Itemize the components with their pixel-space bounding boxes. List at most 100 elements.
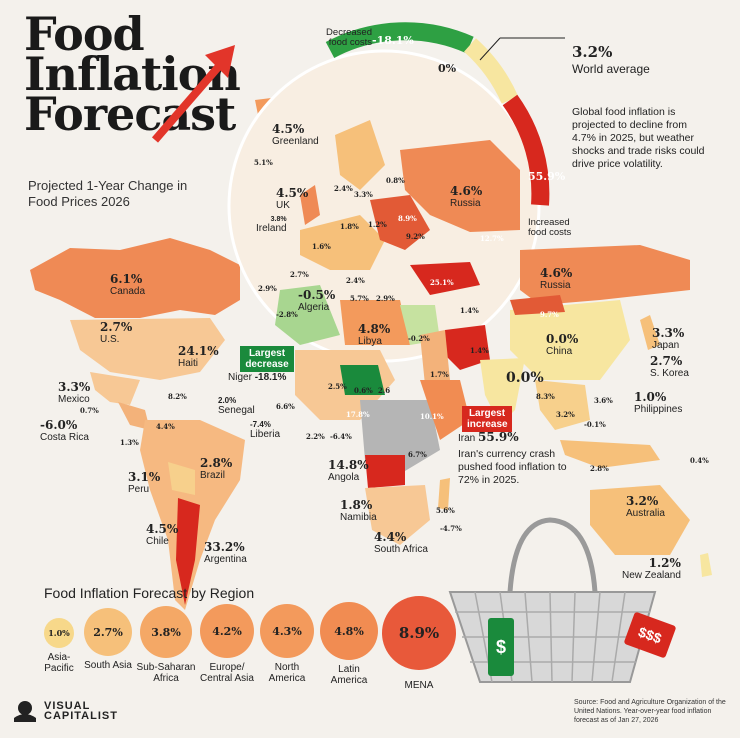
- country-label-mexico: 3.3% Mexico: [58, 380, 90, 405]
- country-value: 4.4%: [374, 530, 407, 544]
- country-value: 2.0%: [218, 396, 237, 405]
- mongolia-shape: [510, 295, 565, 315]
- small-value: 3.2%: [556, 410, 575, 419]
- small-value: 12.7%: [480, 234, 504, 243]
- country-value: 3.2%: [626, 494, 659, 508]
- small-value: -6.4%: [330, 432, 352, 441]
- small-value: 1.6%: [312, 242, 331, 251]
- country-value: -18.1%: [254, 372, 287, 383]
- country-label-s-korea: 2.7% S. Korea: [650, 354, 689, 379]
- country-name: Senegal: [218, 405, 255, 416]
- uk-shape: [300, 185, 320, 225]
- subtitle: Projected 1-Year Change in Food Prices 2…: [28, 178, 188, 209]
- country-value: 0.0%: [546, 332, 579, 346]
- country-label-china: 0.0% China: [546, 332, 578, 357]
- small-value: 2.8%: [590, 464, 609, 473]
- country-name: Ireland: [256, 223, 287, 234]
- region-label: Latin America: [330, 664, 368, 686]
- eastern-europe-shape: [370, 195, 430, 250]
- small-value: -0.2%: [408, 334, 430, 343]
- country-value: 3.1%: [128, 470, 161, 484]
- country-value: 55.9%: [478, 430, 519, 444]
- country-value: 6.1%: [110, 272, 143, 286]
- country-label-greenland: 4.5% Greenland: [272, 122, 319, 147]
- green-price-tag: $: [488, 618, 514, 676]
- country-name: Angola: [328, 472, 360, 483]
- gauge-arc-increase: [502, 94, 550, 206]
- mexico-shape: [90, 372, 140, 405]
- logo-line-1: VISUAL: [44, 700, 91, 712]
- small-value: 9.2%: [406, 232, 425, 241]
- country-label-brazil: 2.8% Brazil: [200, 456, 232, 481]
- country-name: Chile: [146, 536, 169, 547]
- rising-arrow-icon: [151, 45, 235, 143]
- country-value: 2.8%: [200, 456, 233, 470]
- region-bubble-sub-saharan-africa: 3.8%: [140, 606, 192, 658]
- country-label-uk: 4.5% UK: [276, 186, 308, 211]
- region-label: South Asia: [84, 660, 132, 671]
- southern-africa-shape: [365, 485, 430, 545]
- country-name: Libya: [358, 336, 382, 347]
- world-average-label: World average: [572, 62, 650, 76]
- us-shape: [70, 318, 225, 380]
- country-name: Australia: [626, 508, 665, 519]
- iran-note: Iran's currency crash pushed food inflat…: [458, 448, 567, 486]
- country-value: 1.0%: [634, 390, 667, 404]
- country-value: -0.5%: [298, 288, 336, 302]
- small-value: 3.6%: [594, 396, 613, 405]
- country-value: 4.5%: [146, 522, 179, 536]
- country-name: Mexico: [58, 394, 90, 405]
- small-value: 17.8%: [346, 410, 370, 419]
- country-label-australia: 3.2% Australia: [626, 494, 665, 519]
- country-name: Peru: [128, 484, 150, 495]
- small-value: 0.4%: [690, 456, 709, 465]
- country-value: 3.3%: [652, 326, 685, 340]
- small-value: -2.8%: [276, 310, 298, 319]
- country-value: 3.3%: [58, 380, 91, 394]
- small-value: 25.1%: [430, 278, 454, 287]
- logo-line-2: CAPITALIST: [44, 710, 118, 722]
- region-bubble-asia-pacific: 1.0%: [44, 618, 74, 648]
- country-label-niger: Niger -18.1%: [228, 372, 286, 383]
- small-value: 2.7%: [290, 270, 309, 279]
- indonesia-shape: [560, 440, 660, 468]
- small-value: 10.1%: [420, 412, 444, 421]
- small-value: 5.6%: [436, 506, 455, 515]
- country-name: U.S.: [100, 334, 120, 345]
- country-label-russia-asia: 4.6% Russia: [540, 266, 572, 291]
- country-label-libya: 4.8% Libya: [358, 322, 390, 347]
- small-value: 1.8%: [340, 222, 359, 231]
- region-label: Asia-Pacific: [44, 652, 74, 674]
- page-title: Food Inflation Forecast: [24, 7, 241, 141]
- region-bubble-north-america: 4.3%: [260, 604, 314, 658]
- east-africa-shape: [420, 380, 470, 440]
- middle-east-shape: [420, 330, 450, 385]
- country-value: 4.8%: [358, 322, 391, 336]
- country-value: 1.2%: [648, 556, 681, 570]
- country-name: Greenland: [272, 136, 319, 147]
- country-label-ireland: 3.8% Ireland: [256, 216, 287, 234]
- small-value: -4.7%: [440, 524, 462, 533]
- country-label-namibia: 1.8% Namibia: [340, 498, 377, 523]
- india-value: 0.0%: [506, 370, 544, 386]
- title-line-3: Forecast: [24, 87, 236, 141]
- new-zealand-shape: [700, 553, 712, 577]
- country-value: 24.1%: [178, 344, 219, 358]
- country-value: 4.5%: [276, 186, 309, 200]
- country-name: Haiti: [178, 358, 199, 369]
- russia-east-shape: [520, 245, 690, 305]
- small-value: 2.9%: [258, 284, 277, 293]
- country-value: 3.8%: [270, 216, 287, 223]
- small-value: 1.2%: [368, 220, 387, 229]
- small-value: 3.3%: [354, 190, 373, 199]
- small-value: 1.7%: [430, 370, 449, 379]
- small-value: 0.7%: [80, 406, 99, 415]
- australia-shape: [590, 485, 690, 555]
- gauge-arc-decrease: [325, 22, 474, 59]
- title-line-1: Food: [24, 7, 145, 61]
- country-name: Russia: [450, 198, 481, 209]
- central-america-shape: [118, 402, 150, 430]
- country-label-costa-rica: -6.0% Costa Rica: [40, 418, 89, 443]
- canada-shape: [30, 238, 240, 318]
- gauge-decreased-label: Decreased food costs: [326, 27, 372, 48]
